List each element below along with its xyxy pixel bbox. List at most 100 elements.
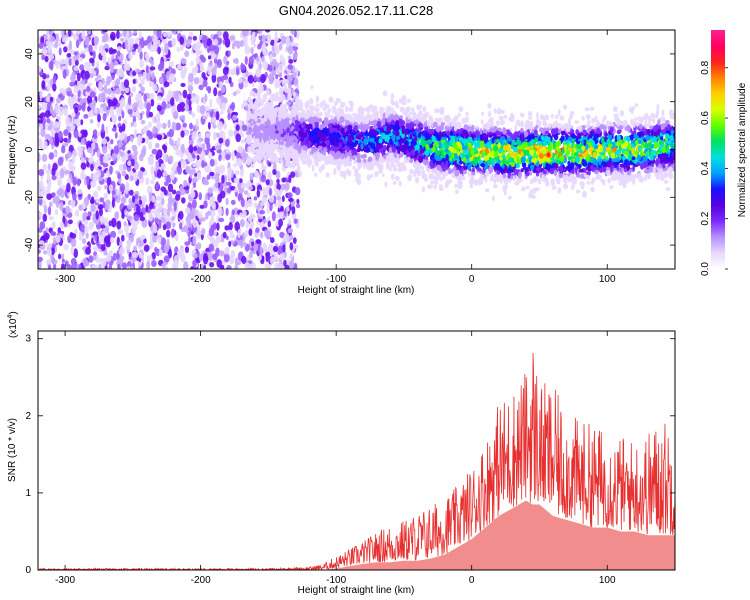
heatmap-noise-blob xyxy=(70,237,77,248)
heatmap-signal-blob xyxy=(257,153,262,160)
heatmap-noise-blob xyxy=(238,78,243,84)
heatmap-signal-blob xyxy=(619,110,625,117)
heatmap-noise-blob xyxy=(244,56,248,65)
heatmap-noise-blob xyxy=(289,253,294,261)
heatmap-noise-blob xyxy=(192,162,197,168)
heatmap-noise-blob xyxy=(38,152,41,162)
heatmap-noise-blob xyxy=(150,99,155,107)
heatmap-noise-blob xyxy=(52,75,57,84)
heatmap-noise-blob xyxy=(74,59,79,66)
heatmap-noise-blob xyxy=(81,202,86,209)
heatmap-noise-blob xyxy=(192,235,197,245)
heatmap-noise-blob xyxy=(190,266,195,269)
heatmap-noise-blob xyxy=(165,221,172,230)
heatmap-noise-blob xyxy=(138,240,144,247)
heatmap-noise-blob xyxy=(226,266,231,269)
heatmap-noise-blob xyxy=(213,38,219,46)
heatmap-noise-blob xyxy=(223,56,228,65)
heatmap-noise-blob xyxy=(207,210,212,216)
heatmap-noise-blob xyxy=(148,80,154,88)
heatmap-noise-blob xyxy=(296,198,300,204)
heatmap-noise-blob xyxy=(95,198,100,204)
heatmap-signal-blob xyxy=(495,120,501,127)
heatmap-noise-blob xyxy=(137,45,142,54)
heatmap-noise-blob xyxy=(240,182,247,189)
heatmap-noise-blob xyxy=(198,77,204,84)
heatmap-signal-blob xyxy=(283,103,288,108)
heatmap-noise-blob xyxy=(233,66,237,76)
heatmap-noise-blob xyxy=(88,221,95,229)
heatmap-noise-blob xyxy=(57,227,62,234)
heatmap-noise-blob xyxy=(239,167,245,177)
heatmap-noise-blob xyxy=(265,179,270,186)
heatmap-noise-blob xyxy=(143,93,147,102)
heatmap-noise-blob xyxy=(111,189,116,196)
heatmap-noise-blob xyxy=(211,238,215,244)
heatmap-noise-blob xyxy=(290,171,296,179)
heatmap-noise-blob xyxy=(281,177,286,183)
heatmap-noise-blob xyxy=(46,248,52,256)
heatmap-noise-blob xyxy=(192,130,198,138)
heatmap-noise-blob xyxy=(48,43,52,54)
heatmap-signal-blob xyxy=(388,165,392,172)
heatmap-noise-blob xyxy=(55,234,61,243)
heatmap-noise-blob xyxy=(190,60,194,67)
heatmap-noise-blob xyxy=(179,44,184,52)
heatmap-noise-blob xyxy=(135,93,140,104)
heatmap-noise-blob xyxy=(204,93,208,103)
heatmap-noise-blob xyxy=(133,30,137,35)
heatmap-noise-blob xyxy=(249,221,255,229)
heatmap-noise-blob xyxy=(102,30,108,33)
heatmap-noise-blob xyxy=(209,262,215,268)
heatmap-noise-blob xyxy=(211,67,217,76)
heatmap-signal-blob xyxy=(458,106,464,112)
heatmap-noise-blob xyxy=(160,237,167,247)
heatmap-noise-blob xyxy=(42,116,46,126)
heatmap-noise-blob xyxy=(207,65,211,76)
heatmap-noise-blob xyxy=(231,209,235,216)
heatmap-signal-blob xyxy=(310,85,314,89)
heatmap-noise-blob xyxy=(187,221,192,228)
heatmap-noise-blob xyxy=(288,174,292,184)
heatmap-noise-blob xyxy=(103,217,109,227)
heatmap-noise-blob xyxy=(258,34,263,41)
heatmap-noise-blob xyxy=(81,30,86,39)
heatmap-noise-blob xyxy=(292,71,297,78)
heatmap-signal-blob xyxy=(520,168,524,173)
heatmap-signal-blob xyxy=(654,114,659,119)
heatmap-noise-blob xyxy=(215,145,222,150)
heatmap-noise-blob xyxy=(181,143,185,154)
heatmap-noise-blob xyxy=(138,199,143,206)
heatmap-noise-blob xyxy=(196,154,200,161)
heatmap-noise-blob xyxy=(279,73,282,78)
heatmap-noise-blob xyxy=(162,207,168,216)
heatmap-noise-blob xyxy=(151,148,158,155)
heatmap-noise-blob xyxy=(49,35,55,43)
heatmap-noise-blob xyxy=(38,104,42,110)
heatmap-noise-blob xyxy=(163,32,168,38)
heatmap-noise-blob xyxy=(243,241,247,247)
heatmap-signal-blob xyxy=(339,170,345,177)
heatmap-noise-blob xyxy=(117,194,121,201)
heatmap-noise-blob xyxy=(234,257,239,266)
heatmap-signal-blob xyxy=(489,117,494,122)
heatmap-noise-blob xyxy=(145,204,149,212)
heatmap-noise-blob xyxy=(70,246,75,255)
heatmap-noise-blob xyxy=(120,196,127,204)
heatmap-noise-blob xyxy=(244,261,250,269)
heatmap-noise-blob xyxy=(116,220,122,230)
heatmap-noise-blob xyxy=(151,72,155,80)
heatmap-noise-blob xyxy=(84,219,89,226)
heatmap-noise-blob xyxy=(212,131,217,141)
heatmap-noise-blob xyxy=(100,224,106,229)
heatmap-noise-blob xyxy=(162,152,167,162)
heatmap-noise-blob xyxy=(205,132,211,139)
heatmap-noise-blob xyxy=(241,30,248,37)
heatmap-noise-blob xyxy=(171,121,177,132)
heatmap-noise-blob xyxy=(117,172,121,179)
heatmap-noise-blob xyxy=(45,109,51,119)
heatmap-noise-blob xyxy=(49,53,55,60)
heatmap-noise-blob xyxy=(38,169,45,176)
heatmap-noise-blob xyxy=(267,220,272,228)
heatmap-noise-blob xyxy=(154,216,159,224)
